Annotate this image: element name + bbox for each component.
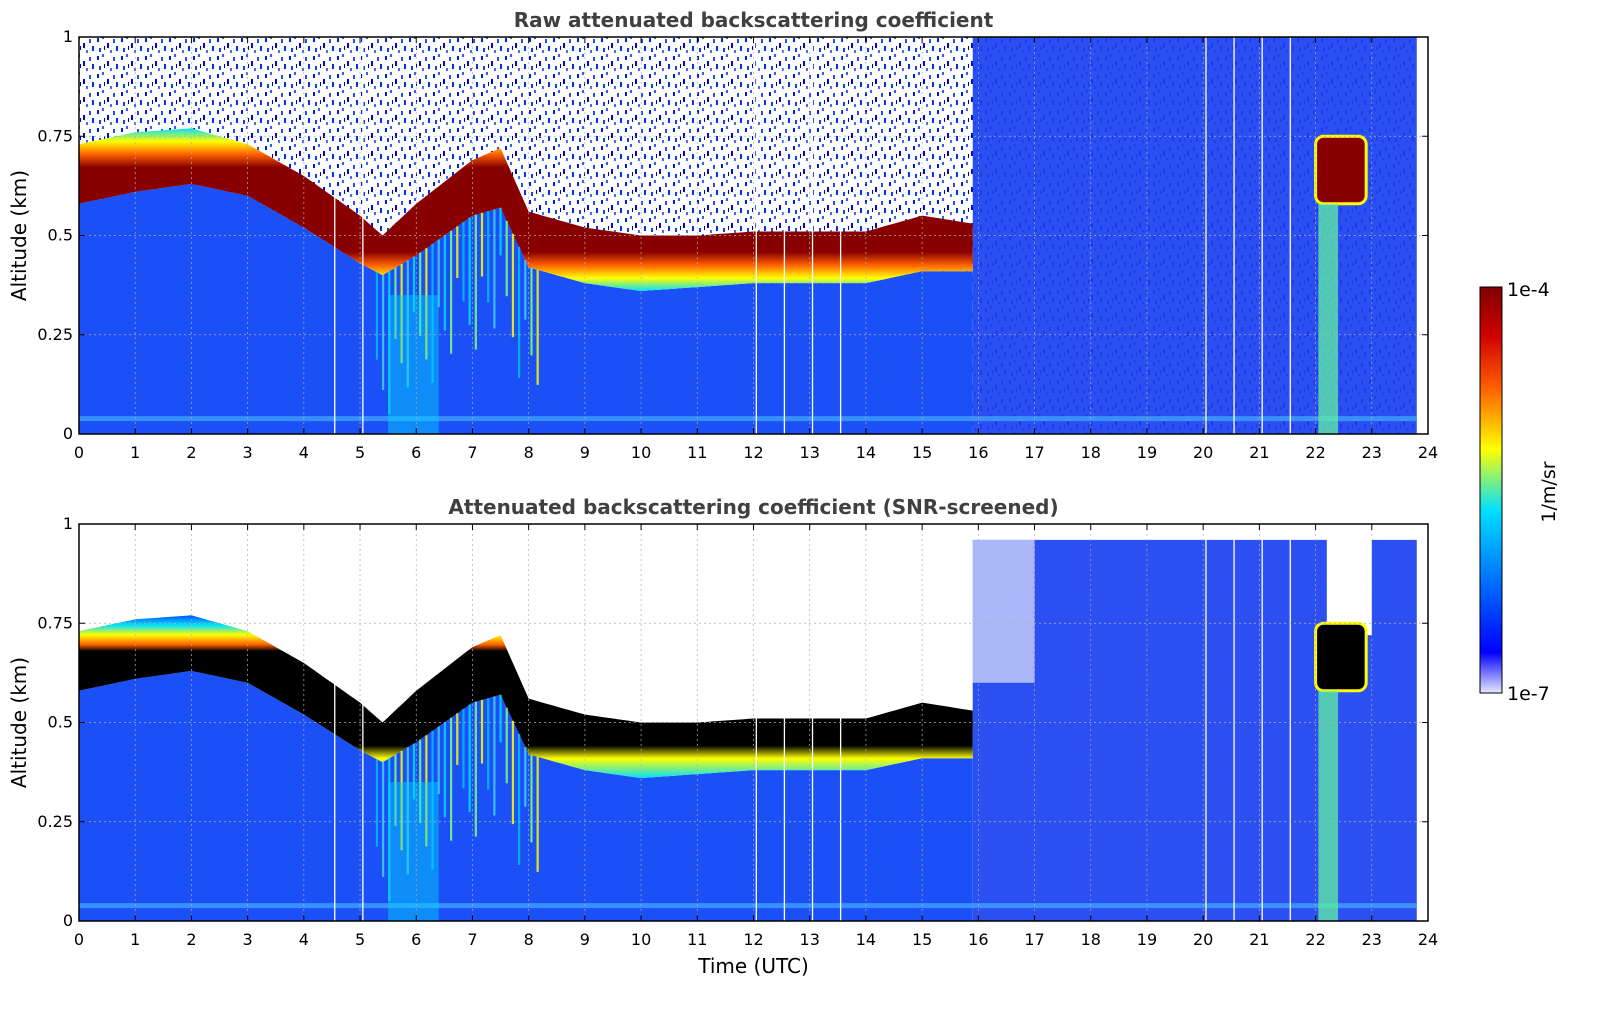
x-tick-label: 12 (743, 930, 763, 949)
y-axis-label: Altitude (km) (7, 170, 31, 301)
x-tick-label: 21 (1249, 930, 1269, 949)
x-tick-label: 18 (1081, 930, 1101, 949)
y-tick-label: 0.25 (37, 325, 73, 344)
late-screened-gap (972, 539, 1035, 683)
x-tick-label: 22 (1305, 443, 1325, 462)
x-tick-label: 22 (1305, 930, 1325, 949)
panel-title: Raw attenuated backscattering coefficien… (514, 8, 994, 32)
cloud-layer-band (79, 615, 973, 779)
x-tick-label: 3 (243, 930, 253, 949)
x-axis-label: Time (UTC) (697, 954, 809, 978)
x-tick-label: 0 (74, 930, 84, 949)
x-tick-label: 1 (130, 443, 140, 462)
x-tick-label: 20 (1193, 443, 1213, 462)
y-tick-label: 1 (63, 514, 73, 533)
x-tick-label: 7 (467, 443, 477, 462)
x-tick-label: 10 (631, 443, 651, 462)
x-tick-label: 24 (1418, 443, 1438, 462)
x-tick-label: 9 (580, 443, 590, 462)
x-tick-label: 7 (467, 930, 477, 949)
x-tick-label: 1 (130, 930, 140, 949)
x-tick-label: 4 (299, 443, 309, 462)
y-tick-label: 0.75 (37, 613, 73, 632)
precipitation-shaft (388, 782, 439, 921)
colorbar-min-label: 1e-7 (1507, 683, 1550, 705)
x-tick-label: 12 (743, 443, 763, 462)
y-tick-label: 0.5 (48, 226, 73, 245)
y-tick-label: 1 (63, 27, 73, 46)
x-tick-label: 11 (687, 930, 707, 949)
x-tick-label: 18 (1081, 443, 1101, 462)
x-tick-label: 8 (524, 930, 534, 949)
x-tick-label: 10 (631, 930, 651, 949)
late-cloud-patch (1314, 621, 1368, 693)
y-tick-label: 0.5 (48, 713, 73, 732)
y-tick-label: 0.25 (37, 812, 73, 831)
x-tick-label: 24 (1418, 930, 1438, 949)
x-tick-label: 16 (968, 443, 988, 462)
y-tick-label: 0 (63, 911, 73, 930)
x-tick-label: 21 (1249, 443, 1269, 462)
x-tick-label: 13 (800, 930, 820, 949)
x-tick-label: 17 (1024, 930, 1044, 949)
x-tick-label: 19 (1137, 930, 1157, 949)
x-tick-label: 14 (856, 443, 876, 462)
y-tick-label: 0 (63, 424, 73, 443)
x-tick-label: 20 (1193, 930, 1213, 949)
late-precipitation-shaft (1318, 690, 1339, 921)
x-tick-label: 11 (687, 443, 707, 462)
late-screened-gap (1326, 524, 1372, 636)
panel-title: Attenuated backscattering coefficient (S… (448, 495, 1058, 519)
x-tick-label: 15 (912, 443, 932, 462)
colorbar-unit-label: 1/m/sr (1538, 461, 1560, 522)
x-tick-label: 4 (299, 930, 309, 949)
x-tick-label: 2 (186, 930, 196, 949)
x-tick-label: 6 (411, 443, 421, 462)
colorbar: 1e-4 1e-7 1/m/sr (1479, 279, 1560, 705)
x-tick-label: 0 (74, 443, 84, 462)
y-axis-label: Altitude (km) (7, 657, 31, 788)
panel-2: 0 1 2 3 4 5 6 7 8 9 10 11 12 13 14 15 16 17 18 19 20 21 22 23 24… (7, 495, 1438, 978)
panel-1: 0 1 2 3 4 5 6 7 8 9 10 11 12 13 14 15 16 17 18 19 20 21 22 23 24… (7, 8, 1438, 462)
x-tick-label: 6 (411, 930, 421, 949)
surface-layer (79, 903, 1417, 909)
x-tick-label: 2 (186, 443, 196, 462)
x-tick-label: 13 (800, 443, 820, 462)
x-tick-label: 3 (243, 443, 253, 462)
y-tick-label: 0.75 (37, 126, 73, 145)
x-tick-label: 17 (1024, 443, 1044, 462)
precipitation-shaft (388, 295, 439, 434)
x-tick-label: 19 (1137, 443, 1157, 462)
x-tick-label: 15 (912, 930, 932, 949)
colorbar-gradient (1479, 286, 1503, 694)
x-tick-label: 16 (968, 930, 988, 949)
x-tick-label: 14 (856, 930, 876, 949)
colorbar-max-label: 1e-4 (1507, 279, 1550, 301)
x-tick-label: 5 (355, 443, 365, 462)
x-tick-label: 23 (1362, 443, 1382, 462)
x-tick-label: 5 (355, 930, 365, 949)
surface-layer (79, 416, 1417, 422)
x-tick-label: 8 (524, 443, 534, 462)
x-tick-label: 23 (1362, 930, 1382, 949)
late-cloud-patch (1314, 134, 1368, 206)
chart-panels: 0 1 2 3 4 5 6 7 8 9 10 11 12 13 14 15 16 17 18 19 20 21 22 23 24… (7, 8, 1438, 978)
x-tick-label: 9 (580, 930, 590, 949)
late-precipitation-shaft (1318, 203, 1339, 434)
cloud-layer-band (79, 128, 973, 292)
